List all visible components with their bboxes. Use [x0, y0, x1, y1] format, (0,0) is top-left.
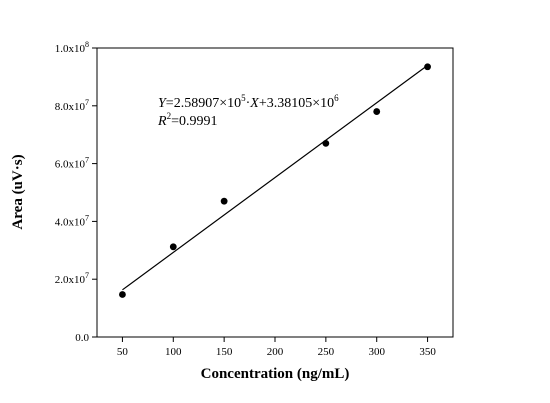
- fit-line-group: [122, 64, 428, 291]
- eq-part2: +3.38105×10: [259, 96, 334, 111]
- data-point: [220, 197, 228, 205]
- data-point: [322, 139, 330, 147]
- data-point: [119, 291, 126, 298]
- eq-exp1: 5: [241, 93, 246, 103]
- eq-mid: ·: [246, 96, 251, 111]
- r-squared: R2=0.9991: [157, 111, 217, 129]
- y-tick-label: 2.0x107: [55, 271, 89, 286]
- fit-line: [122, 64, 428, 291]
- y-axis-ticks: 0.0 2.0x107 4.0x107 6.0x107 8.0x107 1.0x108: [55, 40, 97, 344]
- x-tick-label: 50: [117, 346, 129, 358]
- x-axis-ticks: 50 100 150 200 250 300 350: [117, 337, 436, 358]
- y-tick-label: 6.0x107: [55, 156, 89, 171]
- y-axis-title: Area (uV·s): [10, 154, 26, 229]
- r-var: R: [157, 114, 167, 129]
- x-tick-label: 200: [267, 346, 284, 358]
- x-axis-title: Concentration (ng/mL): [201, 366, 350, 382]
- data-point: [373, 108, 381, 115]
- axes: [96, 47, 454, 338]
- x-tick-label: 250: [318, 346, 335, 358]
- eq-exp2: 6: [334, 93, 339, 103]
- x-tick-label: 150: [216, 346, 233, 358]
- x-tick-label: 100: [165, 346, 182, 358]
- y-tick-label: 1.0x108: [55, 40, 89, 55]
- data-points: [119, 63, 431, 298]
- data-point: [424, 63, 431, 71]
- regression-equation: Y=2.58907×105·X+3.38105×106: [158, 93, 339, 111]
- eq-x-var: X: [249, 96, 259, 111]
- x-tick-label: 350: [419, 346, 436, 358]
- data-point: [169, 243, 177, 251]
- r-val: =0.9991: [171, 114, 217, 129]
- y-tick-label: 0.0: [75, 332, 89, 344]
- x-tick-label: 300: [368, 346, 385, 358]
- plot-frame: [96, 47, 454, 338]
- y-tick-label: 8.0x107: [55, 98, 89, 113]
- y-tick-label: 4.0x107: [55, 213, 89, 228]
- eq-part1: =2.58907×10: [166, 96, 241, 111]
- r-exp: 2: [167, 111, 172, 121]
- eq-y-var: Y: [158, 96, 168, 111]
